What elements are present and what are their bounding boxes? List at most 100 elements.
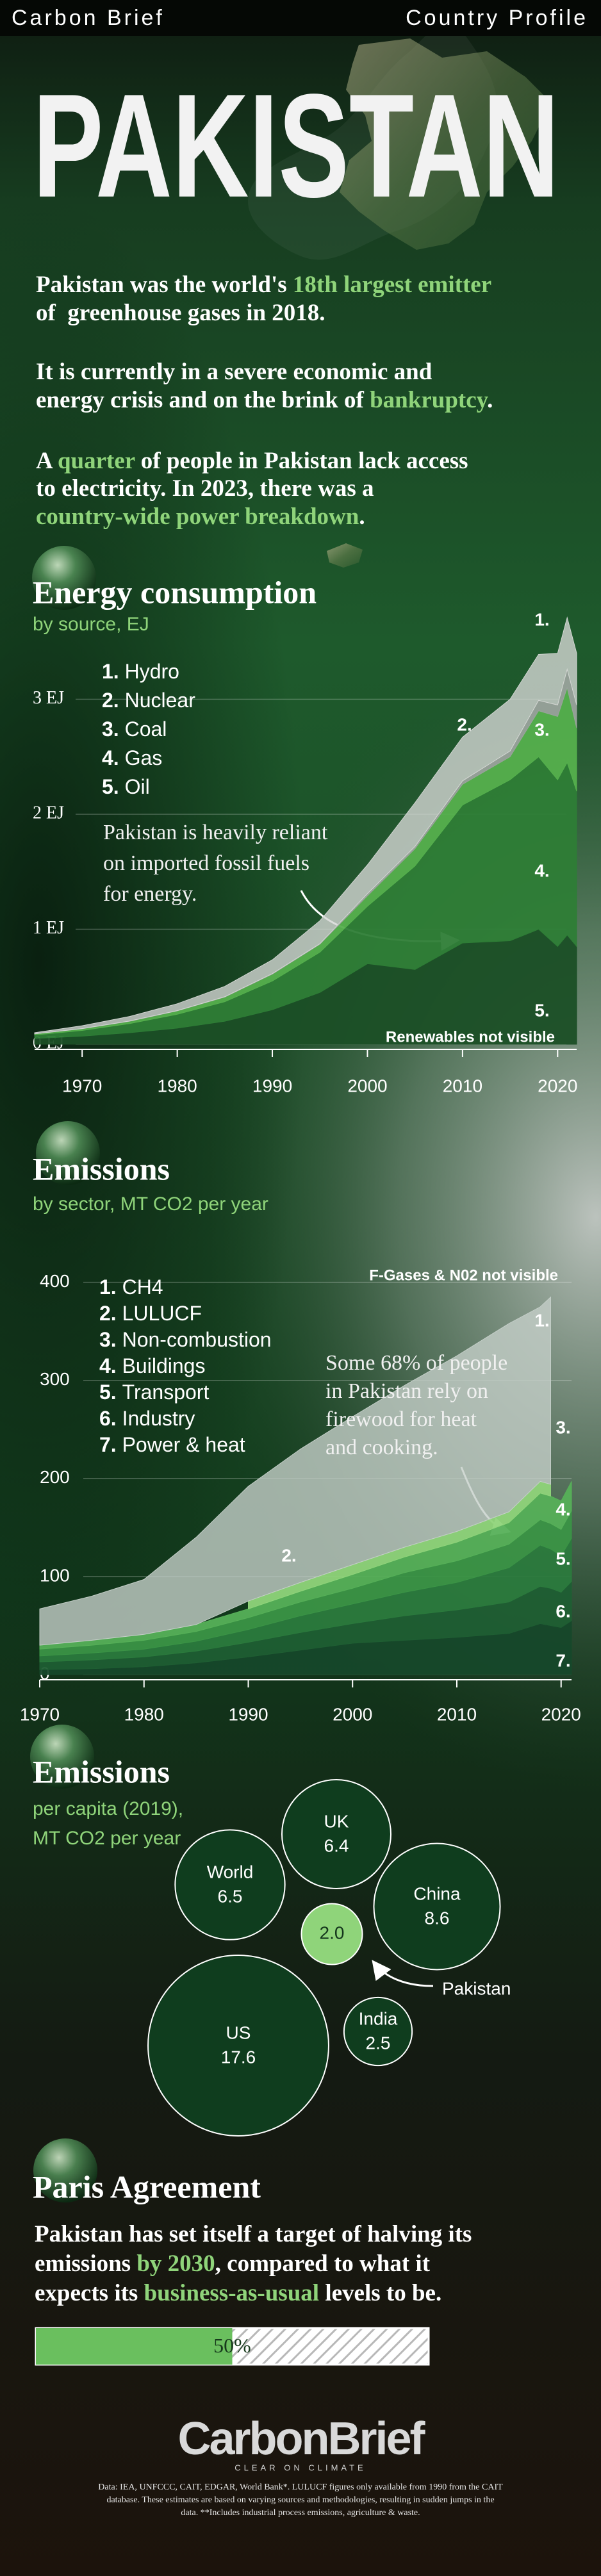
bubble [281, 1778, 392, 1890]
annotation: on imported fossil fuels [103, 851, 309, 875]
chart-note: F-Gases & N02 not visible [369, 1267, 558, 1284]
legend-space [117, 1407, 122, 1430]
section-title: Energy consumption [33, 574, 317, 610]
legend-number: 1. [99, 1276, 117, 1299]
legend-label: Power & heat [122, 1433, 245, 1456]
bubble-category: UK [324, 1811, 349, 1831]
annotation: Pakistan is heavily reliant [103, 821, 328, 844]
legend-item: 3. Coal [102, 718, 167, 741]
legend-label: Nuclear [125, 689, 196, 712]
series-marker: 1. [534, 609, 549, 629]
legend-item: 5. Oil [102, 775, 150, 798]
legend-space [117, 1433, 122, 1456]
section-subtitle: by sector, MT CO2 per year [33, 1194, 268, 1215]
intro-text: A [36, 448, 58, 474]
map-pakistan [340, 38, 551, 250]
legend-label: Coal [125, 718, 167, 741]
legend-space [117, 1276, 122, 1299]
series-marker: 2. [281, 1545, 296, 1565]
section-icon [30, 1725, 94, 1789]
legend-item: 1. CH4 [99, 1276, 163, 1299]
progress-bar [36, 2328, 233, 2365]
map-icon [327, 543, 363, 568]
bubble [373, 1842, 501, 1971]
intro-highlight: 18th largest emitter [293, 272, 491, 298]
legend-label: Transport [122, 1381, 210, 1404]
y-tick-label: 3 EJ [33, 688, 64, 708]
bubble-value: 6.5 [218, 1886, 243, 1906]
legend-number: 6. [99, 1407, 117, 1430]
header-left: Carbon Brief [12, 6, 165, 30]
intro-highlight: country-wide power breakdown [36, 504, 359, 530]
y-tick-label: 200 [40, 1467, 70, 1487]
bubble-value: 17.6 [221, 2047, 256, 2067]
paris-text: Pakistan has set itself a target of halv… [35, 2221, 472, 2247]
legend-item: 4. Gas [102, 746, 162, 769]
y-tick-label: 2 EJ [33, 803, 64, 823]
y-tick-label: 300 [40, 1369, 70, 1389]
x-tick-label: 1970 [20, 1704, 60, 1724]
annotation-arrow [372, 1960, 434, 1987]
bubble-category: US [226, 2022, 251, 2042]
paris-text: , compared to what it [215, 2251, 431, 2277]
intro-text: . [487, 387, 493, 413]
legend-label: Non-combustion [122, 1328, 272, 1351]
intro-line: energy crisis and on the brink of bankru… [36, 387, 493, 413]
intro-text: to electricity. In 2023, there was a [36, 475, 374, 502]
paris-text: expects its [35, 2280, 144, 2306]
series-marker: 5. [534, 1000, 549, 1020]
main-title: PAKISTAN [33, 63, 559, 228]
header-bar [0, 0, 601, 36]
bubble-category: China [413, 1883, 461, 1903]
section-title: Emissions [33, 1753, 170, 1789]
series-marker: 3. [534, 719, 549, 739]
progress-label: 50% [213, 2334, 251, 2357]
section-subtitle: by source, EJ [33, 614, 149, 635]
legend-space [119, 660, 125, 683]
section-title: Emissions [33, 1151, 170, 1186]
intro-highlight: bankruptcy [370, 387, 489, 413]
x-tick-label: 2010 [437, 1704, 477, 1724]
bubble [300, 1903, 363, 1965]
legend-item: 2. Nuclear [102, 689, 195, 712]
legend-label: Industry [122, 1407, 195, 1430]
paris-highlight: by 2030 [136, 2251, 215, 2277]
x-tick-label: 2020 [538, 1076, 577, 1095]
legend-number: 4. [99, 1354, 117, 1377]
annotation: Some 68% of people [325, 1351, 507, 1375]
series-marker: 6. [556, 1601, 570, 1621]
intro-line: of greenhouse gases in 2018. [36, 300, 325, 326]
intro-line: It is currently in a severe economic and [36, 359, 432, 385]
footer-note: data. **Includes industrial process emis… [181, 2508, 420, 2518]
legend-number: 2. [102, 689, 119, 712]
y-tick-label: 1 EJ [33, 918, 64, 938]
x-tick-label: 1990 [228, 1704, 268, 1724]
intro-text: . [359, 504, 365, 530]
legend-space [117, 1354, 122, 1377]
paris-line: emissions by 2030, compared to what it [35, 2251, 431, 2277]
intro-text: of people in Pakistan lack access [135, 448, 468, 474]
legend-number: 5. [102, 775, 119, 798]
legend-space [119, 775, 125, 798]
x-tick-label: 2020 [541, 1704, 581, 1724]
header-right: Country Profile [406, 6, 588, 30]
legend-label: Oil [125, 775, 150, 798]
intro-text: Pakistan was the world's [36, 272, 293, 298]
paris-line: Pakistan has set itself a target of halv… [35, 2221, 472, 2247]
legend-item: 1. Hydro [102, 660, 179, 683]
annotation: firewood for heat [325, 1407, 477, 1431]
intro-line: to electricity. In 2023, there was a [36, 475, 374, 502]
intro-line: A quarter of people in Pakistan lack acc… [36, 448, 468, 474]
y-tick-label: 100 [40, 1565, 70, 1585]
legend-label: LULUCF [122, 1302, 202, 1325]
area [39, 1296, 551, 1646]
footer-note: Data: IEA, UNFCCC, CAIT, EDGAR, World Ba… [98, 2482, 503, 2492]
legend-number: 7. [99, 1433, 117, 1456]
x-tick-label: 2000 [333, 1704, 372, 1724]
x-tick-label: 1980 [124, 1704, 164, 1724]
footer-tagline: CLEAR ON CLIMATE [235, 2463, 366, 2472]
annotation: in Pakistan rely on [325, 1379, 488, 1403]
section-title: Paris Agreement [33, 2169, 261, 2204]
series-marker: 4. [556, 1499, 570, 1519]
